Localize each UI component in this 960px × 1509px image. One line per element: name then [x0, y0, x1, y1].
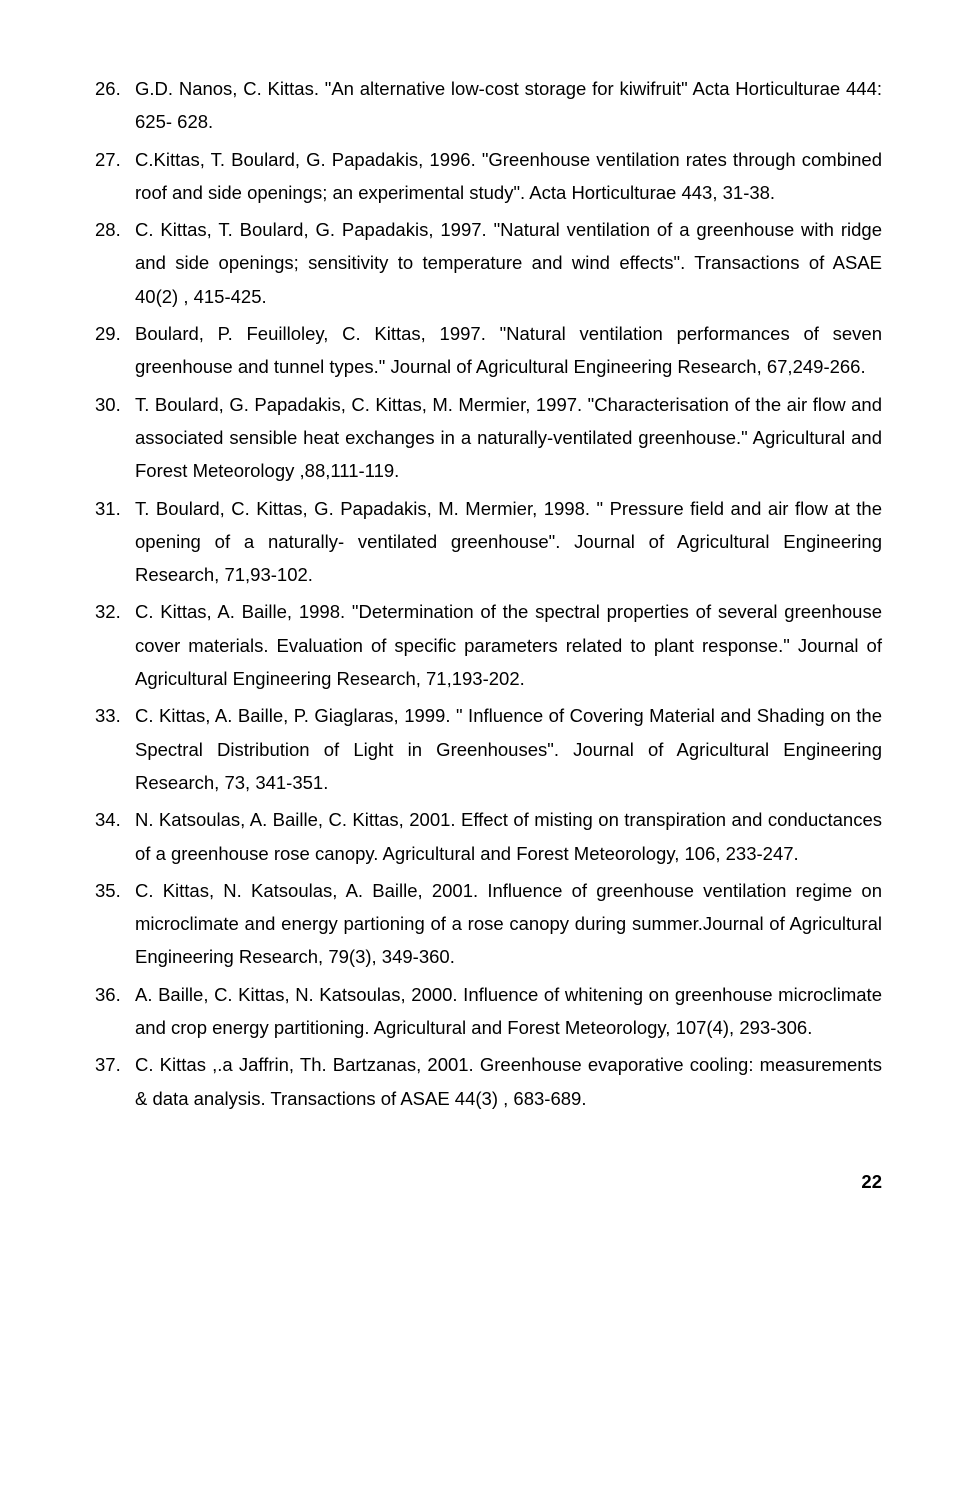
reference-item: C. Kittas ,.a Jaffrin, Th. Bartzanas, 20… — [95, 1048, 882, 1115]
reference-list: G.D. Nanos, C. Kittas. "An alternative l… — [95, 72, 882, 1115]
reference-item: T. Boulard, G. Papadakis, C. Kittas, M. … — [95, 388, 882, 488]
reference-item: Boulard, P. Feuilloley, C. Kittas, 1997.… — [95, 317, 882, 384]
page-number: 22 — [95, 1165, 882, 1198]
reference-item: C. Kittas, N. Katsoulas, A. Baille, 2001… — [95, 874, 882, 974]
reference-item: A. Baille, C. Kittas, N. Katsoulas, 2000… — [95, 978, 882, 1045]
reference-item: C.Kittas, T. Boulard, G. Papadakis, 1996… — [95, 143, 882, 210]
reference-item: N. Katsoulas, A. Baille, C. Kittas, 2001… — [95, 803, 882, 870]
reference-item: C. Kittas, A. Baille, 1998. "Determinati… — [95, 595, 882, 695]
reference-item: C. Kittas, A. Baille, P. Giaglaras, 1999… — [95, 699, 882, 799]
reference-item: T. Boulard, C. Kittas, G. Papadakis, M. … — [95, 492, 882, 592]
reference-item: G.D. Nanos, C. Kittas. "An alternative l… — [95, 72, 882, 139]
reference-item: C. Kittas, T. Boulard, G. Papadakis, 199… — [95, 213, 882, 313]
